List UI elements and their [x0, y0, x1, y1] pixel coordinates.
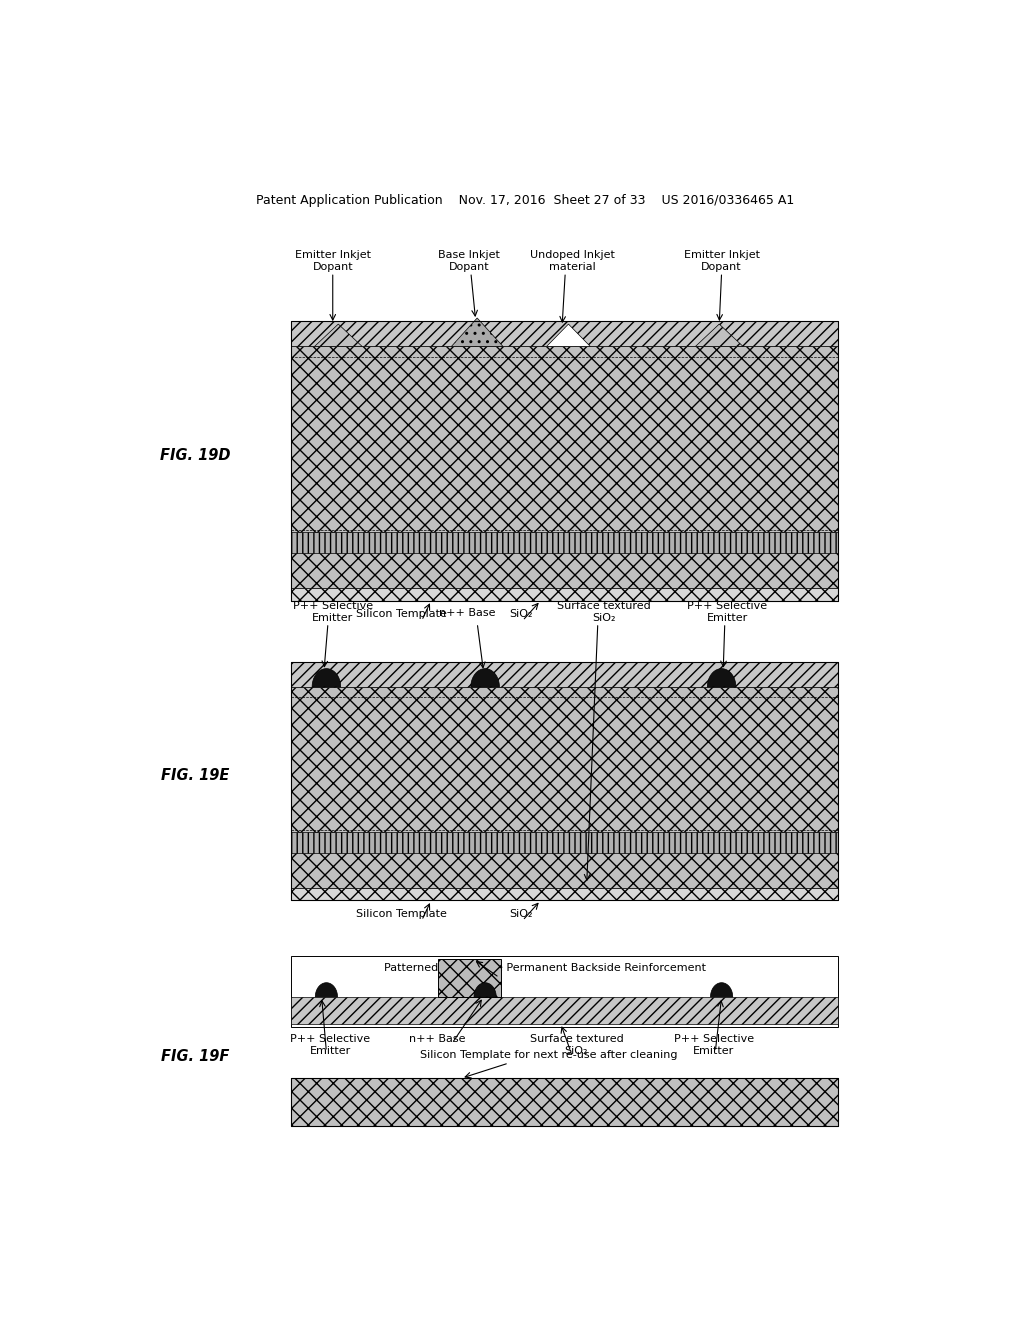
Text: Emitter Inkjet
Dopant: Emitter Inkjet Dopant [295, 249, 371, 272]
Polygon shape [312, 669, 341, 686]
Bar [291, 532, 839, 553]
Bar [291, 997, 839, 1024]
Polygon shape [452, 318, 503, 346]
Bar [291, 661, 839, 900]
Text: Silicon Template: Silicon Template [356, 609, 447, 619]
Bar [291, 321, 839, 601]
Text: Base Inkjet
Dopant: Base Inkjet Dopant [438, 249, 500, 272]
Bar [291, 661, 839, 686]
Bar [437, 960, 501, 997]
Text: FIG. 19F: FIG. 19F [161, 1049, 229, 1064]
Text: P++ Selective
Emitter: P++ Selective Emitter [291, 1034, 371, 1056]
Bar [291, 321, 839, 346]
Bar [291, 1078, 839, 1126]
Text: P++ Selective
Emitter: P++ Selective Emitter [687, 601, 767, 623]
Polygon shape [711, 982, 733, 997]
Bar [291, 686, 839, 888]
Polygon shape [708, 669, 736, 686]
Text: FIG. 19D: FIG. 19D [160, 449, 230, 463]
Bar [291, 888, 839, 900]
Text: P++ Selective
Emitter: P++ Selective Emitter [293, 601, 373, 623]
Bar [291, 956, 839, 1027]
Polygon shape [471, 669, 500, 686]
Text: Silicon Template: Silicon Template [356, 908, 447, 919]
Text: Silicon Template for next re-use after cleaning: Silicon Template for next re-use after c… [420, 1049, 677, 1060]
Text: FIG. 19E: FIG. 19E [161, 768, 229, 783]
Bar [291, 589, 839, 601]
Text: n++ Base: n++ Base [410, 1034, 466, 1044]
Text: SiO₂: SiO₂ [509, 908, 532, 919]
Polygon shape [695, 325, 743, 346]
Text: Surface textured
SiO₂: Surface textured SiO₂ [557, 601, 651, 623]
Bar [291, 833, 839, 853]
Bar [291, 346, 839, 589]
Text: P++ Selective
Emitter: P++ Selective Emitter [674, 1034, 754, 1056]
Polygon shape [474, 982, 497, 997]
Text: Emitter Inkjet
Dopant: Emitter Inkjet Dopant [684, 249, 760, 272]
Text: Undoped Inkjet
material: Undoped Inkjet material [530, 249, 614, 272]
Text: n++ Base: n++ Base [439, 607, 496, 618]
Polygon shape [315, 982, 338, 997]
Bar [291, 1078, 839, 1126]
Polygon shape [547, 325, 590, 346]
Text: Surface textured
SiO₂: Surface textured SiO₂ [529, 1034, 624, 1056]
Polygon shape [314, 325, 362, 346]
Text: SiO₂: SiO₂ [509, 609, 532, 619]
Text: Patterned Grid-shape Permanent Backside Reinforcement: Patterned Grid-shape Permanent Backside … [384, 964, 706, 973]
Text: Patent Application Publication    Nov. 17, 2016  Sheet 27 of 33    US 2016/03364: Patent Application Publication Nov. 17, … [256, 194, 794, 207]
